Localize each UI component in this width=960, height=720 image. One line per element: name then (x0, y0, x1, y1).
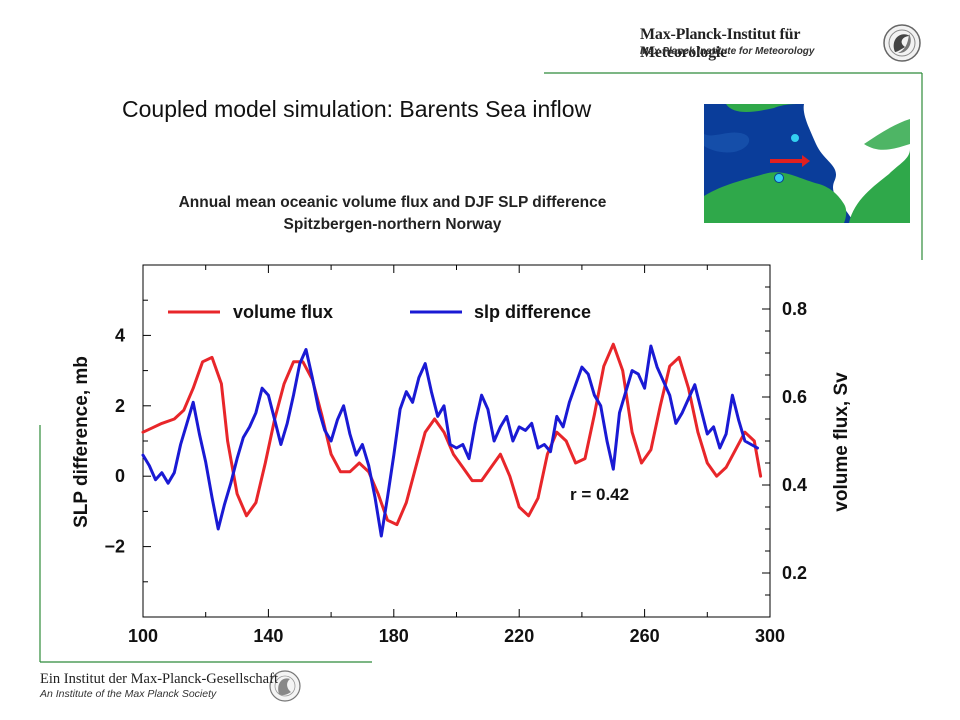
y-right-tick-label: 0.8 (782, 299, 807, 319)
series-line-volume-flux (141, 342, 763, 527)
institute-name-de: Max-Planck-Institut für Meteorologie (640, 26, 800, 61)
y-axis-left-label: SLP difference, mb (71, 356, 92, 528)
x-tick-label: 100 (128, 626, 158, 646)
series-line-slp-difference (141, 344, 759, 538)
legend: volume flux slp difference (168, 302, 591, 322)
y-right-tick-label: 0.4 (782, 475, 807, 495)
mpi-meteorology-logo-icon (883, 24, 921, 62)
y-left-tick-label: 0 (115, 466, 125, 486)
y-right-tick-label: 0.6 (782, 387, 807, 407)
y-left-tick-label: −2 (104, 537, 125, 557)
y-axis-right: 0.8 0.6 0.4 0.2 (762, 264, 807, 596)
x-axis: 100 140 180 220 260 300 (128, 265, 785, 646)
barents-sea-map-icon (704, 104, 910, 223)
minerva-logo-icon (269, 670, 301, 702)
society-name-en: An Institute of the Max Planck Society (40, 688, 217, 700)
y-left-tick-label: 4 (115, 325, 125, 345)
slide-title: Coupled model simulation: Barents Sea in… (122, 96, 592, 122)
x-tick-label: 140 (253, 626, 283, 646)
x-tick-label: 220 (504, 626, 534, 646)
legend-label-volume-flux: volume flux (233, 302, 333, 322)
y-right-tick-label: 0.2 (782, 563, 807, 583)
y-left-tick-label: 2 (115, 396, 125, 416)
society-name-de: Ein Institut der Max-Planck-Gesellschaft (40, 671, 278, 687)
x-tick-label: 260 (630, 626, 660, 646)
x-tick-label: 180 (379, 626, 409, 646)
y-axis-right-label: volume flux, Sv (831, 372, 852, 512)
legend-label-slp-difference: slp difference (474, 302, 591, 322)
correlation-annotation: r = 0.42 (570, 485, 629, 504)
y-axis-left: 4 2 0 −2 (104, 264, 151, 618)
chart-title: Annual mean oceanic volume flux and DJF … (178, 194, 607, 233)
x-tick-label: 300 (755, 626, 785, 646)
institute-name-en: Max Planck Institute for Meteorology (640, 46, 815, 57)
series-layer (141, 342, 763, 538)
